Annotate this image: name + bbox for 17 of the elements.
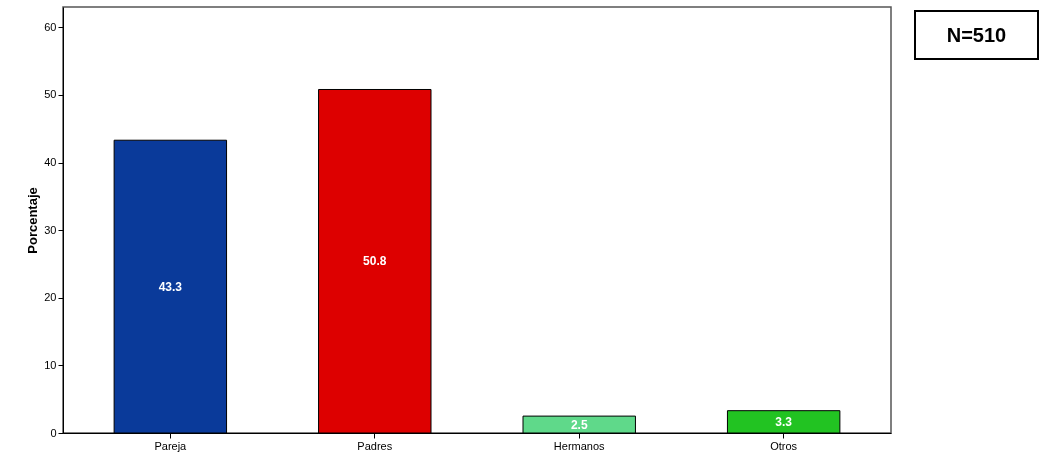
x-tick-label: Otros [770,439,798,452]
y-tick-label: 10 [44,358,57,371]
y-tick-label: 20 [44,291,57,304]
x-tick-label: Padres [357,439,393,452]
data-label: 2.5 [570,417,588,432]
data-label: 3.3 [775,414,793,429]
y-tick-label: 40 [44,156,57,169]
y-tick-label: 30 [44,223,57,236]
y-axis-title: Porcentaje [25,187,41,254]
y-tick-label: 50 [44,88,57,101]
y-tick-label: 0 [50,426,57,439]
y-tick-label: 60 [44,20,57,33]
x-tick-label: Hermanos [553,439,606,452]
text: N=510 [914,10,1039,60]
data-label: 50.8 [363,254,387,269]
data-label: 43.3 [158,279,183,294]
x-tick-label: Pareja [154,439,188,452]
